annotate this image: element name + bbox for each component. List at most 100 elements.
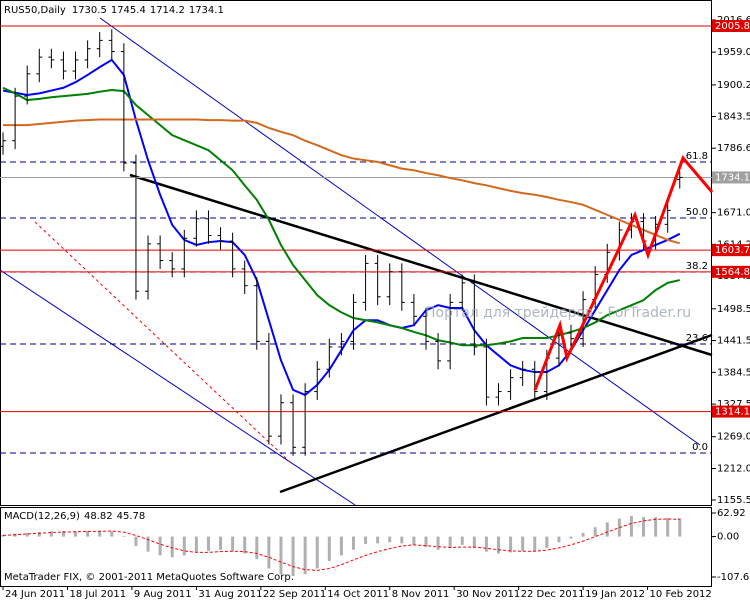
macd-bar xyxy=(388,536,392,543)
macd-panel xyxy=(0,507,712,587)
x-tick-label: 10 Feb 2012 xyxy=(650,589,712,600)
macd-bar xyxy=(194,536,198,553)
macd-bar xyxy=(37,532,41,537)
y-tick-label: 1269.0 xyxy=(717,432,750,443)
y-tick-label: 1498.5 xyxy=(717,304,750,315)
level-label: 1734.1 xyxy=(715,172,750,183)
macd-bar xyxy=(509,536,513,553)
macd-bar xyxy=(1,534,5,537)
moving-average xyxy=(3,118,681,245)
y-tick-label: 1384.5 xyxy=(717,367,750,378)
macd-bar xyxy=(412,536,416,545)
macd-bar xyxy=(170,536,174,558)
x-tick-label: 18 Jul 2011 xyxy=(69,589,126,600)
macd-bar xyxy=(569,536,573,539)
macd-bar xyxy=(74,531,78,537)
signal-value: 45.78 xyxy=(117,511,146,522)
footer: MetaTrader FIX, © 2001-2011 MetaQuotes S… xyxy=(4,572,294,583)
x-tick-label: 8 Nov 2011 xyxy=(392,589,450,600)
macd-bar xyxy=(460,536,464,545)
macd-value: 48.82 xyxy=(84,511,113,522)
macd-bar xyxy=(654,517,658,537)
zigzag xyxy=(533,155,714,391)
macd-bar xyxy=(557,536,561,543)
macd-bar xyxy=(424,536,428,548)
y-tick-label: 1900.2 xyxy=(717,80,750,91)
macd-bar xyxy=(255,536,259,560)
level-box xyxy=(712,171,750,184)
macd-bar xyxy=(49,531,53,537)
macd-bar xyxy=(629,515,633,537)
fib-label: 0.0 xyxy=(692,442,708,453)
macd-bar xyxy=(219,536,223,550)
macd-bar xyxy=(98,530,102,537)
macd-bar xyxy=(497,536,501,554)
y-tick-label: 1155.5 xyxy=(717,495,750,506)
y-tick-label: -107.65 xyxy=(717,572,750,583)
macd-bar xyxy=(315,536,319,569)
x-tick-label: 9 Aug 2011 xyxy=(134,589,192,600)
macd-bar xyxy=(472,536,476,548)
macd-bar xyxy=(303,536,307,575)
fib-label: 23.6 xyxy=(686,333,708,344)
macd-bar xyxy=(581,532,585,537)
macd-bar xyxy=(545,536,549,548)
macd-bar xyxy=(678,518,682,537)
macd-bar xyxy=(122,535,126,537)
macd-bar xyxy=(351,536,355,550)
macd-bar xyxy=(86,530,90,537)
x-tick-label: 30 Nov 2011 xyxy=(456,589,520,600)
macd-bar xyxy=(605,522,609,537)
macd-bar xyxy=(521,536,525,551)
macd-bar xyxy=(376,536,380,544)
macd-bar xyxy=(110,531,114,537)
moving-average xyxy=(2,86,680,347)
fib-label: 61.8 xyxy=(686,151,708,162)
macd-bar xyxy=(593,527,597,537)
y-tick-label: 62.92 xyxy=(717,508,746,519)
level-label: 1603.7 xyxy=(715,245,750,256)
y-tick-label: 1212.0 xyxy=(717,463,750,474)
x-tick-label: 19 Jan 2012 xyxy=(585,589,645,600)
y-tick-label: 1327.5 xyxy=(717,399,750,410)
macd-bar xyxy=(327,536,331,562)
level-box xyxy=(712,244,750,257)
level-label: 2005.8 xyxy=(715,21,750,32)
level-box xyxy=(712,20,750,33)
watermark: Портал для трейдеров - ForTrader.ru xyxy=(425,305,691,321)
macd-bar xyxy=(279,536,283,575)
plot xyxy=(0,25,712,456)
y-tick-label: 1959.0 xyxy=(717,47,750,58)
dashed-line xyxy=(34,221,291,463)
main-panel xyxy=(0,0,712,506)
y-tick-label: 0.00 xyxy=(717,532,739,543)
y-tick-label: 1786.6 xyxy=(717,143,750,154)
macd-bar xyxy=(146,536,150,552)
macd-bar xyxy=(642,517,646,537)
macd-bar xyxy=(291,536,295,577)
trend-line xyxy=(129,173,713,357)
x-tick-label: 22 Dec 2011 xyxy=(521,589,585,600)
macd-bar xyxy=(448,536,452,548)
fib-label: 38.2 xyxy=(686,261,708,272)
open: 1730.5 xyxy=(72,5,107,16)
x-tick-label: 14 Oct 2011 xyxy=(327,589,389,600)
macd-header: MACD(12,26,9) 48.82 45.78 xyxy=(4,511,145,522)
x-tick-label: 24 Jun 2011 xyxy=(5,589,65,600)
macd-bar xyxy=(484,536,488,552)
macd-bar xyxy=(25,532,29,537)
channel-line xyxy=(99,17,701,446)
signal-line xyxy=(2,518,680,571)
macd-bar xyxy=(364,536,368,545)
fib-label: 50.0 xyxy=(686,207,708,218)
y-tick-label: 1441.5 xyxy=(717,336,750,347)
close: 1734.1 xyxy=(189,5,224,16)
macd-bar xyxy=(206,536,210,551)
header: RUS50,Daily 1730.5 1745.4 1714.2 1734.1 xyxy=(4,5,224,16)
macd-bar xyxy=(182,536,186,556)
level-box xyxy=(712,405,750,418)
macd-bar xyxy=(339,536,343,556)
y-tick-label: 1671.0 xyxy=(717,208,750,219)
